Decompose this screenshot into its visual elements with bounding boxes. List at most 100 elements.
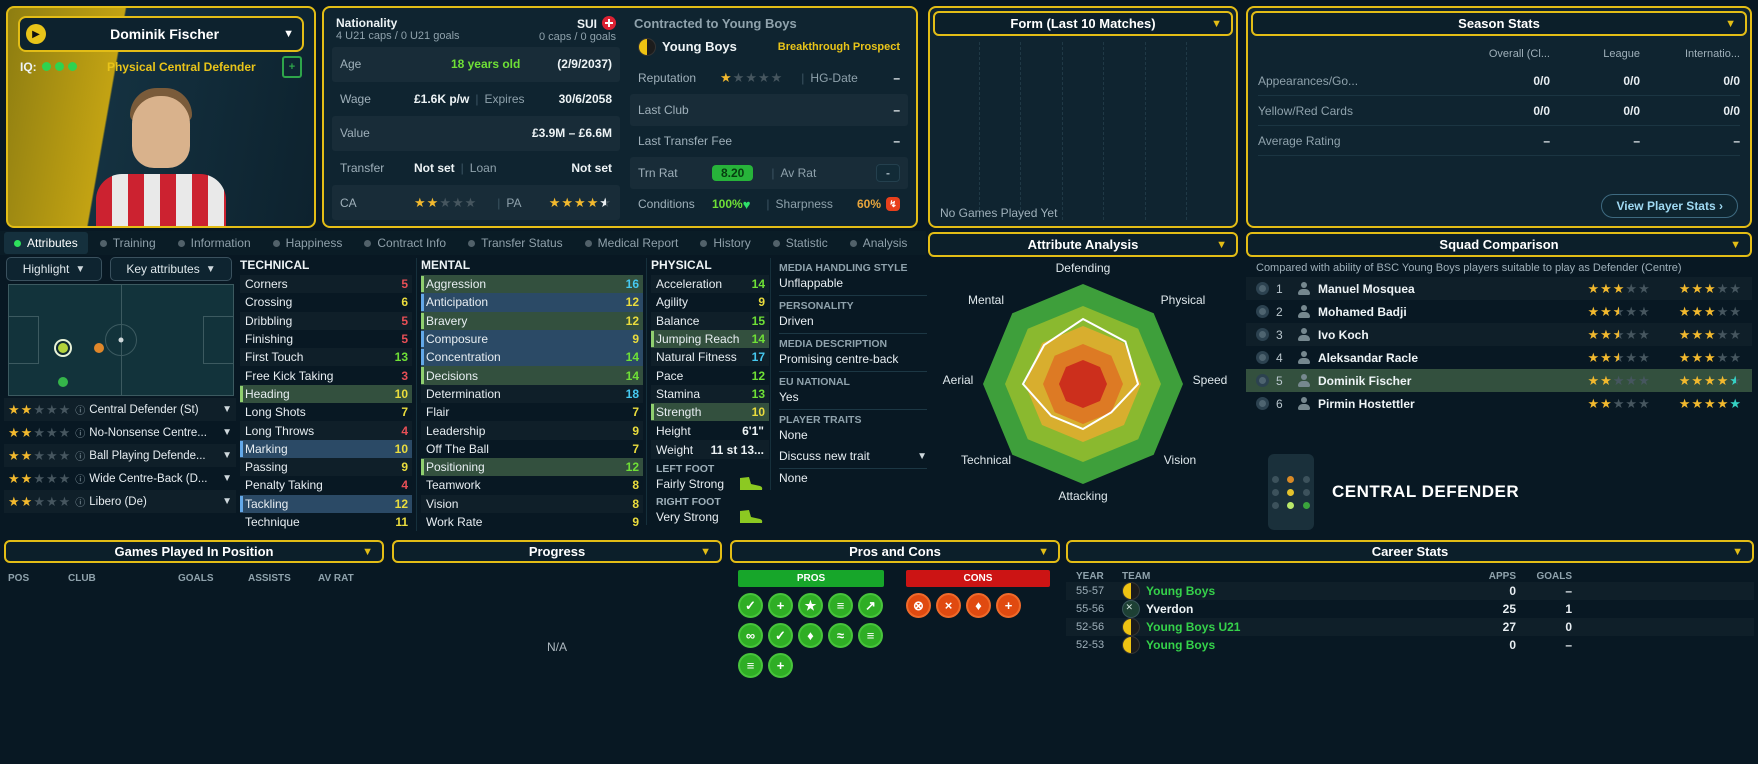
attribute-row[interactable]: Decisions 14	[421, 366, 643, 385]
career-row[interactable]: 55-57 Young Boys 0 –	[1066, 582, 1754, 600]
attribute-name: Aggression	[426, 277, 487, 292]
season-stats-dropdown[interactable]: Season Stats ▼	[1251, 11, 1747, 36]
discuss-new-trait-dropdown[interactable]: Discuss new trait ▼	[779, 447, 927, 469]
progress-dropdown[interactable]: Progress ▼	[392, 540, 722, 563]
attribute-row[interactable]: Corners 5	[240, 275, 412, 293]
attribute-name: Finishing	[245, 332, 294, 347]
role-row[interactable]: ★★★★★ ⓘ No-Nonsense Centre... ▼	[4, 421, 236, 444]
pros-cons-dropdown[interactable]: Pros and Cons ▼	[730, 540, 1060, 563]
role-row[interactable]: ★★★★★ ⓘ Libero (De) ▼	[4, 490, 236, 513]
attribute-name: Off The Ball	[426, 441, 489, 456]
club-row[interactable]: Young Boys Breakthrough Prospect	[630, 31, 908, 63]
attribute-row[interactable]: Teamwork 8	[421, 476, 643, 494]
attribute-row[interactable]: Dribbling 5	[240, 312, 412, 330]
tab[interactable]: Training	[90, 232, 166, 254]
tab-status-dot	[364, 239, 372, 247]
attribute-row[interactable]: Agility 9	[651, 293, 769, 311]
attribute-row[interactable]: Long Throws 4	[240, 421, 412, 439]
attribute-row[interactable]: Anticipation 12	[421, 293, 643, 312]
tab[interactable]: Information	[168, 232, 261, 254]
squad-player-row[interactable]: 4 Aleksandar Racle ★★★★★★ ★★★★★	[1246, 346, 1752, 369]
tab[interactable]: Analysis	[840, 232, 918, 254]
attribute-row[interactable]: Leadership 9	[421, 421, 643, 439]
clipboard-plus-icon[interactable]: +	[282, 56, 302, 78]
attribute-row[interactable]: Tackling 12	[240, 494, 412, 513]
tab[interactable]: Transfer Status	[458, 232, 573, 254]
squad-comparison-dropdown[interactable]: Squad Comparison ▼	[1246, 232, 1752, 257]
attribute-row[interactable]: Penalty Taking 4	[240, 476, 412, 494]
attribute-row[interactable]: Jumping Reach 14	[651, 329, 769, 349]
games-played-dropdown[interactable]: Games Played In Position ▼	[4, 540, 384, 563]
attribute-row[interactable]: Balance 15	[651, 312, 769, 330]
attribute-row[interactable]: Finishing 5	[240, 330, 412, 348]
highlight-dropdown[interactable]: Highlight ▼	[6, 257, 102, 281]
attribute-row[interactable]: Vision 8	[421, 495, 643, 513]
attribute-row[interactable]: Concentration 14	[421, 348, 643, 367]
career-row[interactable]: 52-56 Young Boys U21 27 0	[1066, 618, 1754, 636]
attribute-row[interactable]: Crossing 6	[240, 293, 412, 311]
player-role-line: Physical Central Defender	[106, 60, 256, 74]
attribute-row[interactable]: Natural Fitness 17	[651, 348, 769, 366]
reputation-stars: ★★★★★	[720, 70, 784, 86]
attribute-row[interactable]: First Touch 13	[240, 348, 412, 366]
attribute-row[interactable]: Aggression 16	[421, 275, 643, 294]
attribute-row[interactable]: Long Shots 7	[240, 403, 412, 421]
attribute-row[interactable]: Free Kick Taking 3	[240, 366, 412, 384]
tab[interactable]: Contract Info	[354, 232, 456, 254]
role-stars: ★★★★★	[8, 493, 72, 509]
career-row[interactable]: 55-56 Yverdon 25 1	[1066, 600, 1754, 618]
attribute-row[interactable]: Off The Ball 7	[421, 440, 643, 458]
attribute-row[interactable]: Flair 7	[421, 403, 643, 421]
squad-player-row[interactable]: 1 Manuel Mosquea ★★★★★ ★★★★★	[1246, 277, 1752, 300]
col-apps: APPS	[1488, 571, 1516, 582]
role-row[interactable]: ★★★★★ ⓘ Central Defender (St) ▼	[4, 398, 236, 421]
position-label: CENTRAL DEFENDER	[1332, 482, 1520, 501]
career-row[interactable]: 52-53 Young Boys 0 –	[1066, 636, 1754, 654]
attribute-analysis-dropdown[interactable]: Attribute Analysis ▼	[928, 232, 1238, 257]
tab[interactable]: Attributes	[4, 232, 88, 254]
career-stats-dropdown[interactable]: Career Stats ▼	[1066, 540, 1754, 563]
tab-status-dot	[584, 239, 592, 247]
form-dropdown[interactable]: Form (Last 10 Matches) ▼	[933, 11, 1233, 36]
squad-player-row[interactable]: 3 Ivo Koch ★★★★★★ ★★★★★	[1246, 323, 1752, 346]
squad-player-row[interactable]: 2 Mohamed Badji ★★★★★★ ★★★★★	[1246, 300, 1752, 323]
squad-player-row[interactable]: 6 Pirmin Hostettler ★★★★★ ★★★★★	[1246, 392, 1752, 415]
attribute-row[interactable]: Marking 10	[240, 439, 412, 458]
attribute-row[interactable]: Work Rate 9	[421, 513, 643, 531]
player-name-dropdown[interactable]: ▶ Dominik Fischer ▼	[18, 16, 304, 52]
squad-player-name: Dominik Fischer	[1318, 373, 1412, 388]
attribute-row[interactable]: Stamina 13	[651, 385, 769, 403]
attribute-row[interactable]: Heading 10	[240, 384, 412, 404]
attribute-row[interactable]: Positioning 12	[421, 457, 643, 477]
squad-comparison-panel: Squad Comparison ▼ Compared with ability…	[1246, 232, 1752, 536]
condition-heart-icon: ♥	[742, 196, 751, 212]
attribute-row[interactable]: Determination 18	[421, 385, 643, 403]
key-attributes-dropdown[interactable]: Key attributes ▼	[110, 257, 232, 281]
squad-player-row[interactable]: 5 Dominik Fischer ★★★★★ ★★★★★★	[1246, 369, 1752, 392]
attribute-row[interactable]: Passing 9	[240, 458, 412, 476]
person-icon	[1297, 397, 1311, 410]
attribute-row[interactable]: Technique 11	[240, 513, 412, 531]
left-foot-value: Fairly Strong	[656, 476, 725, 491]
tab[interactable]: Happiness	[263, 232, 353, 254]
attribute-row[interactable]: Pace 12	[651, 366, 769, 384]
attribute-row[interactable]: Bravery 12	[421, 311, 643, 330]
media-style-value: Unflappable	[779, 274, 927, 296]
attribute-row[interactable]: Strength 10	[651, 403, 769, 422]
player-traits-label: PLAYER TRAITS	[779, 414, 862, 426]
career-stats-title: Career Stats	[1371, 544, 1449, 559]
attribute-row[interactable]: Composure 9	[421, 329, 643, 349]
view-player-stats-button[interactable]: View Player Stats ›	[1601, 194, 1738, 218]
attribute-name: Stamina	[656, 386, 701, 401]
role-row[interactable]: ★★★★★ ⓘ Wide Centre-Back (D... ▼	[4, 467, 236, 490]
tab[interactable]: Medical Report	[575, 232, 689, 254]
rank-dot-icon	[1256, 328, 1269, 341]
tab-status-dot	[272, 239, 280, 247]
tab[interactable]: Statistic	[763, 232, 838, 254]
last-club-row: Last Club –	[630, 94, 908, 126]
average-rating-badge: -	[876, 163, 900, 182]
tab[interactable]: History	[690, 232, 760, 254]
attribute-row[interactable]: Acceleration 14	[651, 275, 769, 293]
attribute-value: 16	[625, 277, 639, 292]
role-row[interactable]: ★★★★★ ⓘ Ball Playing Defende... ▼	[4, 444, 236, 467]
